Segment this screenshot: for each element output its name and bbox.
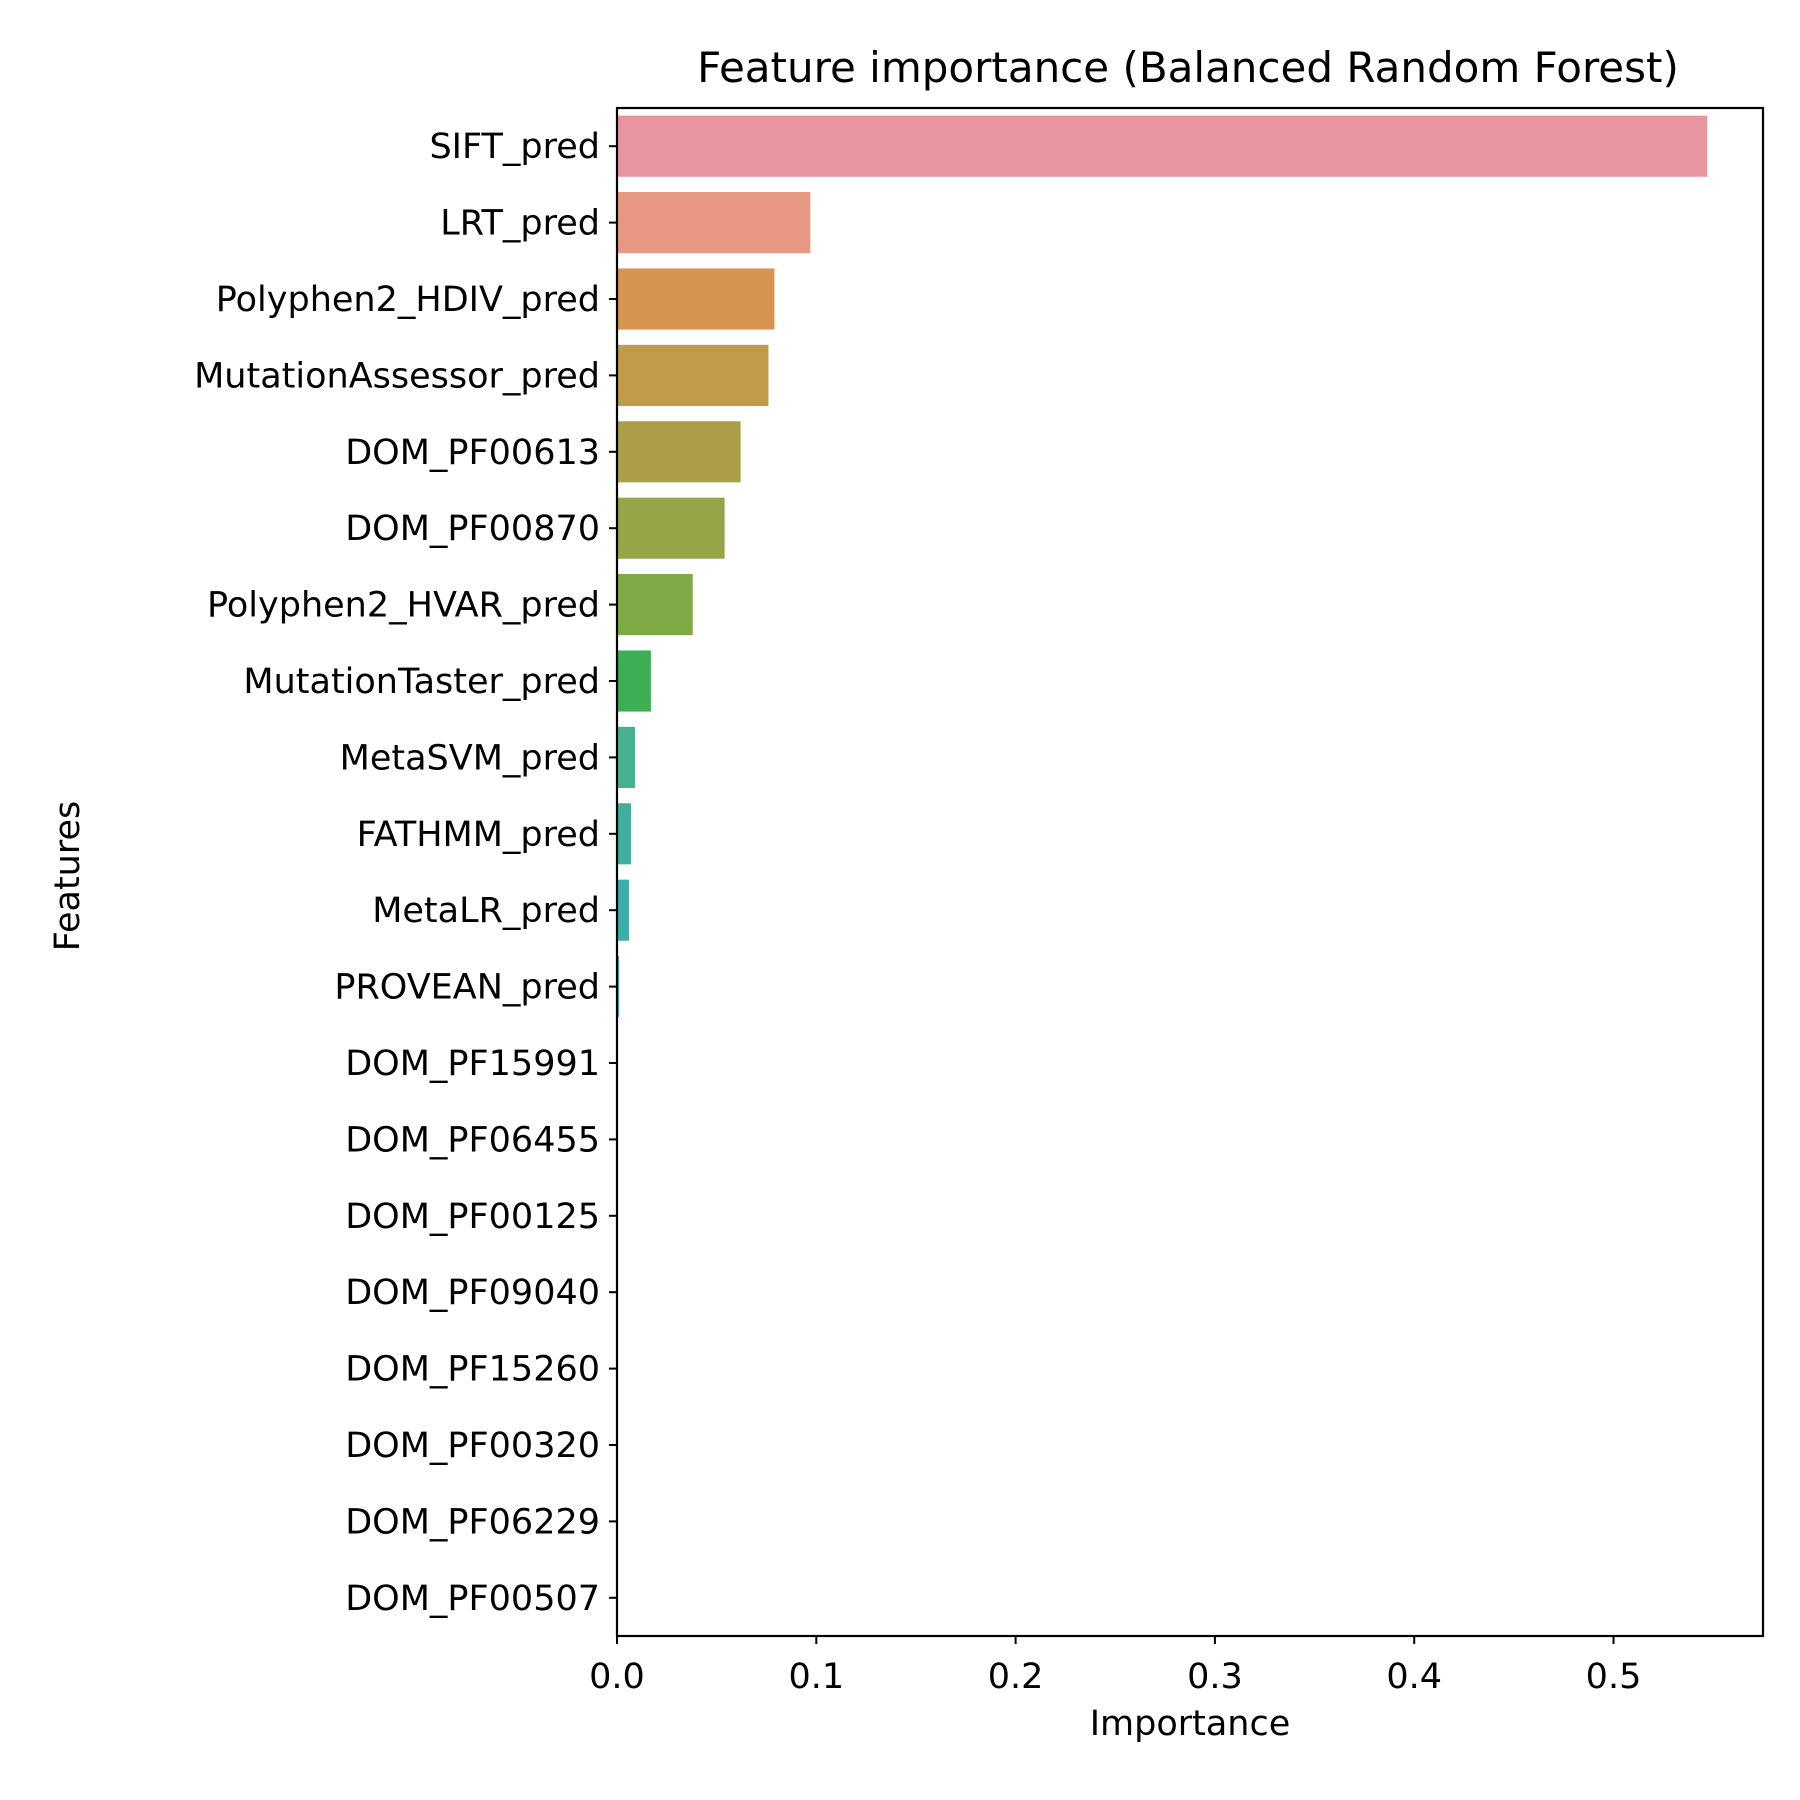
y-tick-label: DOM_PF15991 xyxy=(345,1044,600,1084)
bar-dom-pf00870 xyxy=(617,497,725,559)
y-tick-label: FATHMM_pred xyxy=(357,815,600,855)
y-axis: SIFT_pred LRT_pred Polyphen2_HDIV_pred Muta… xyxy=(194,127,617,1619)
y-tick-label: DOM_PF00125 xyxy=(345,1197,600,1237)
bar-metasvm-pred xyxy=(617,726,635,788)
y-tick-label: DOM_PF15260 xyxy=(345,1350,600,1390)
bar-polyphen2-hdiv-pred xyxy=(617,268,775,330)
y-tick-label: PROVEAN_pred xyxy=(334,968,600,1008)
y-tick-label: MutationAssessor_pred xyxy=(194,356,600,396)
x-tick-label: 0.1 xyxy=(788,1657,844,1697)
bar-sift-pred xyxy=(617,115,1708,177)
bar-mutationtaster-pred xyxy=(617,650,651,712)
y-tick-label: MetaSVM_pred xyxy=(340,738,600,778)
x-tick-label: 0.5 xyxy=(1586,1657,1642,1697)
y-tick-label: Polyphen2_HDIV_pred xyxy=(216,280,600,320)
plot-frame xyxy=(615,106,1765,1638)
y-axis-title: Features xyxy=(48,801,88,952)
y-tick-label: DOM_PF09040 xyxy=(345,1273,600,1313)
bar-mutationassessor-pred xyxy=(617,344,769,406)
y-tick-label: SIFT_pred xyxy=(429,127,600,167)
y-tick-label: LRT_pred xyxy=(440,204,600,244)
y-tick-label: MetaLR_pred xyxy=(372,891,600,931)
x-tick-label: 0.0 xyxy=(589,1657,645,1697)
y-tick-label: Polyphen2_HVAR_pred xyxy=(207,586,600,626)
bars xyxy=(617,115,1708,1018)
x-axis-title: Importance xyxy=(1090,1704,1291,1744)
y-tick-label: MutationTaster_pred xyxy=(243,662,600,702)
y-tick-label: DOM_PF00507 xyxy=(345,1579,600,1619)
x-tick-label: 0.4 xyxy=(1386,1657,1442,1697)
bar-metalr-pred xyxy=(617,879,629,941)
bar-dom-pf00613 xyxy=(617,421,741,483)
bar-fathmm-pred xyxy=(617,803,631,865)
y-tick-label: DOM_PF06455 xyxy=(345,1120,600,1160)
chart-title: Feature importance (Balanced Random Fore… xyxy=(697,43,1679,92)
y-tick-label: DOM_PF00320 xyxy=(345,1426,600,1466)
bar-lrt-pred xyxy=(617,192,811,254)
y-tick-label: DOM_PF00870 xyxy=(345,509,600,549)
x-tick-label: 0.3 xyxy=(1187,1657,1243,1697)
x-axis: 0.0 0.1 0.2 0.3 0.4 0.5 xyxy=(589,1636,1641,1697)
x-tick-label: 0.2 xyxy=(988,1657,1044,1697)
bar-polyphen2-hvar-pred xyxy=(617,574,693,636)
y-tick-label: DOM_PF00613 xyxy=(345,433,600,473)
y-tick-label: DOM_PF06229 xyxy=(345,1502,600,1542)
